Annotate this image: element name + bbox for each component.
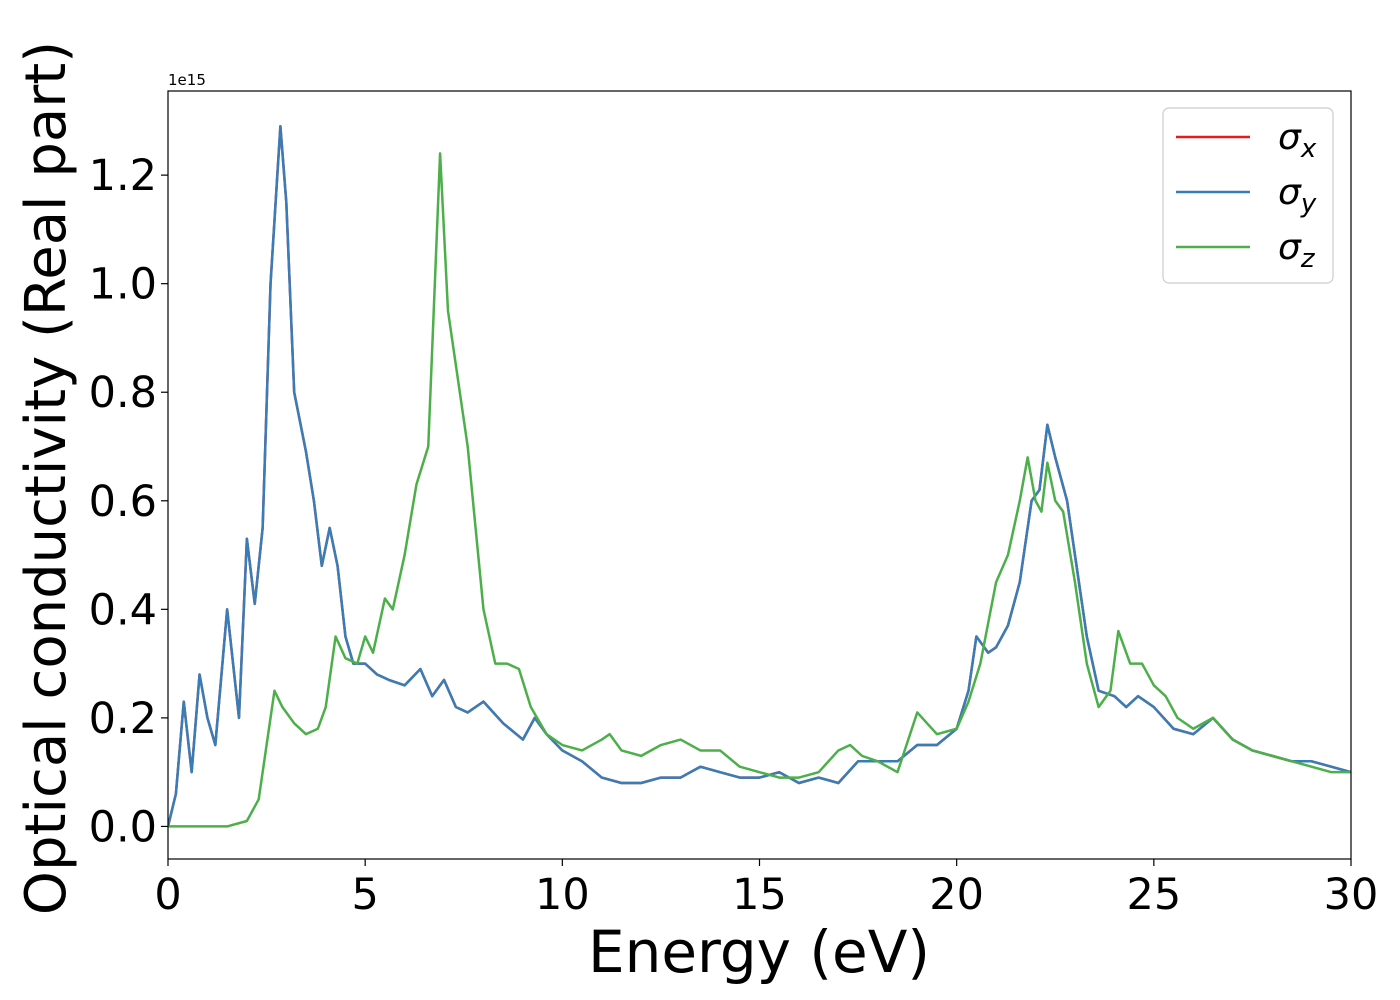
legend-box [1162,107,1334,284]
series-line-sigma-y [168,125,1351,827]
y-offset-label: 1e15 [168,71,206,89]
legend-label-subscript: y [1300,189,1317,219]
x-tick-label: 0 [154,870,181,920]
y-tick-label: 1.0 [89,260,157,310]
y-axis-label: Optical conductivity (Real part) [14,41,79,915]
y-tick-label: 0.4 [89,585,157,635]
x-tick-label: 15 [732,870,787,920]
x-tick-label: 20 [929,870,984,920]
legend-label-subscript: z [1300,244,1316,274]
legend-label-y: σy [1278,172,1317,219]
x-axis: 0 5 10 15 20 25 30 [154,859,1378,920]
y-tick-label: 0.8 [89,368,157,418]
legend-label-z: σz [1278,227,1316,274]
legend-label-subscript: x [1300,134,1317,164]
x-tick-label: 10 [535,870,590,920]
legend-label-symbol: σ [1278,172,1302,213]
y-tick-label: 0.2 [89,694,157,744]
x-tick-label: 25 [1126,870,1181,920]
legend-label-x: σx [1278,117,1317,164]
y-tick-label: 1.2 [89,151,157,201]
y-tick-label: 0.6 [89,477,157,527]
series-line-sigma-z [168,152,1351,828]
legend-label-symbol: σ [1278,117,1302,158]
x-tick-label: 30 [1324,870,1379,920]
y-tick-label: 0.0 [89,802,157,852]
series-layer [168,125,1351,828]
x-axis-label: Energy (eV) [588,918,930,986]
y-axis: 0.0 0.2 0.4 0.6 0.8 1.0 1.2 [89,151,168,852]
x-tick-label: 5 [351,870,378,920]
legend-label-symbol: σ [1278,227,1302,268]
